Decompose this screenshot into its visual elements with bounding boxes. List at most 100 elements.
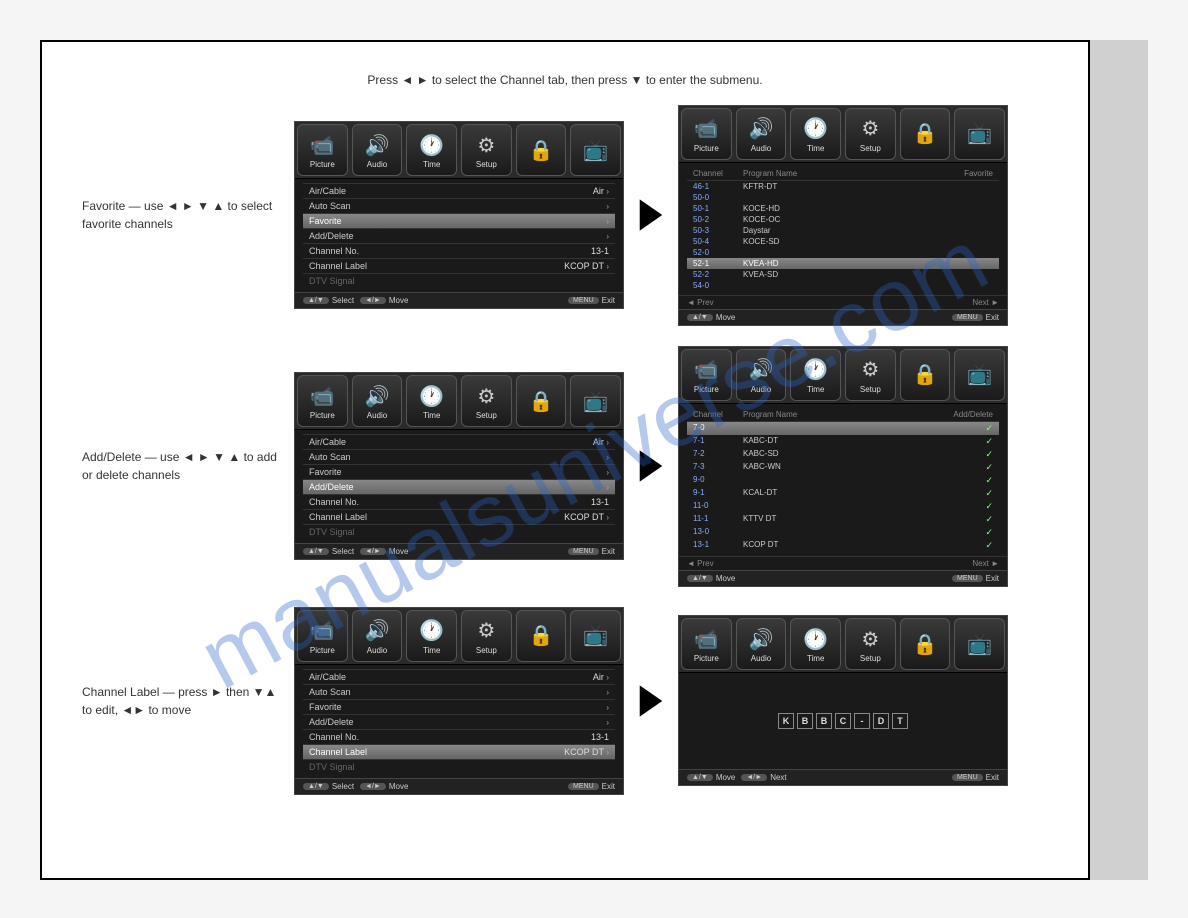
list-item[interactable]: 9-1 KCAL-DT ✓: [687, 487, 999, 500]
footer-btn[interactable]: Select: [332, 782, 354, 791]
footer-btn[interactable]: Exit: [602, 782, 615, 791]
tab-picture[interactable]: 📹 Picture: [681, 349, 732, 401]
list-item[interactable]: 52-2 KVEA-SD: [687, 269, 999, 280]
list-item[interactable]: 11-0 ✓: [687, 500, 999, 513]
list-item[interactable]: 13-1 KCOP DT ✓: [687, 539, 999, 552]
menu-item-autoscan[interactable]: Auto Scan ›: [303, 684, 615, 699]
footer-btn[interactable]: Exit: [986, 574, 999, 583]
label-char-cell[interactable]: C: [835, 713, 851, 729]
tab-icon[interactable]: 🔒: [900, 349, 951, 401]
tab-icon[interactable]: 📺: [954, 349, 1005, 401]
menu-item-dtvsignal[interactable]: DTV Signal: [303, 273, 615, 288]
label-char-cell[interactable]: -: [854, 713, 870, 729]
menu-item-channellabel[interactable]: Channel Label KCOP DT ›: [303, 509, 615, 524]
list-item[interactable]: 11-1 KTTV DT ✓: [687, 513, 999, 526]
menu-item-aircable[interactable]: Air/Cable Air ›: [303, 669, 615, 684]
tab-picture[interactable]: 📹 Picture: [681, 108, 732, 160]
menu-item-adddelete[interactable]: Add/Delete ›: [303, 228, 615, 243]
footer-btn[interactable]: Exit: [986, 773, 999, 782]
menu-item-adddelete[interactable]: Add/Delete ›: [303, 479, 615, 494]
menu-item-dtvsignal[interactable]: DTV Signal: [303, 759, 615, 774]
tab-icon[interactable]: 🔒: [516, 375, 567, 427]
list-item[interactable]: 9-0 ✓: [687, 474, 999, 487]
tab-picture[interactable]: 📹 Picture: [297, 375, 348, 427]
next-button[interactable]: Next ►: [972, 298, 999, 307]
menu-item-dtvsignal[interactable]: DTV Signal: [303, 524, 615, 539]
list-item[interactable]: 50-0: [687, 192, 999, 203]
menu-item-favorite[interactable]: Favorite ›: [303, 464, 615, 479]
tab-time[interactable]: 🕐 Time: [406, 375, 457, 427]
tab-audio[interactable]: 🔊 Audio: [352, 610, 403, 662]
list-item[interactable]: 46-1 KFTR-DT: [687, 181, 999, 192]
footer-btn[interactable]: Move: [389, 782, 409, 791]
tab-audio[interactable]: 🔊 Audio: [736, 108, 787, 160]
prev-button[interactable]: ◄ Prev: [687, 559, 714, 568]
menu-item-channellabel[interactable]: Channel Label KCOP DT ›: [303, 744, 615, 759]
menu-item-aircable[interactable]: Air/Cable Air ›: [303, 183, 615, 198]
tab-setup[interactable]: ⚙ Setup: [461, 124, 512, 176]
tab-setup[interactable]: ⚙ Setup: [845, 618, 896, 670]
label-char-cell[interactable]: K: [778, 713, 794, 729]
tab-icon[interactable]: 🔒: [516, 124, 567, 176]
list-item[interactable]: 52-0: [687, 247, 999, 258]
tab-setup[interactable]: ⚙ Setup: [845, 108, 896, 160]
footer-btn[interactable]: Move: [716, 773, 736, 782]
tab-icon[interactable]: 🔒: [516, 610, 567, 662]
tab-time[interactable]: 🕐 Time: [406, 610, 457, 662]
list-item[interactable]: 7-2 KABC-SD ✓: [687, 448, 999, 461]
next-button[interactable]: Next ►: [972, 559, 999, 568]
tab-picture[interactable]: 📹 Picture: [297, 610, 348, 662]
tab-time[interactable]: 🕐 Time: [790, 618, 841, 670]
tab-audio[interactable]: 🔊 Audio: [352, 124, 403, 176]
list-item[interactable]: 50-1 KOCE-HD: [687, 203, 999, 214]
menu-item-autoscan[interactable]: Auto Scan ›: [303, 198, 615, 213]
footer-btn[interactable]: Move: [716, 313, 736, 322]
menu-item-channellabel[interactable]: Channel Label KCOP DT ›: [303, 258, 615, 273]
footer-btn[interactable]: Exit: [602, 547, 615, 556]
tab-audio[interactable]: 🔊 Audio: [352, 375, 403, 427]
footer-btn[interactable]: Move: [389, 296, 409, 305]
footer-btn[interactable]: Move: [389, 547, 409, 556]
tab-icon[interactable]: 📺: [954, 108, 1005, 160]
menu-item-channelno[interactable]: Channel No. 13-1: [303, 494, 615, 509]
footer-btn[interactable]: Exit: [986, 313, 999, 322]
label-char-cell[interactable]: B: [797, 713, 813, 729]
tab-setup[interactable]: ⚙ Setup: [461, 610, 512, 662]
tab-time[interactable]: 🕐 Time: [406, 124, 457, 176]
list-item[interactable]: 52-1 KVEA-HD: [687, 258, 999, 269]
tab-audio[interactable]: 🔊 Audio: [736, 618, 787, 670]
tab-picture[interactable]: 📹 Picture: [297, 124, 348, 176]
list-item[interactable]: 50-4 KOCE-SD: [687, 236, 999, 247]
prev-button[interactable]: ◄ Prev: [687, 298, 714, 307]
footer-btn[interactable]: Select: [332, 547, 354, 556]
footer-btn[interactable]: Next: [770, 773, 786, 782]
list-item[interactable]: 7-3 KABC-WN ✓: [687, 461, 999, 474]
label-char-cell[interactable]: B: [816, 713, 832, 729]
tab-icon[interactable]: 📺: [570, 124, 621, 176]
tab-icon[interactable]: 🔒: [900, 108, 951, 160]
list-item[interactable]: 7-0 ✓: [687, 422, 999, 435]
footer-btn[interactable]: Move: [716, 574, 736, 583]
tab-icon[interactable]: 📺: [570, 375, 621, 427]
menu-item-autoscan[interactable]: Auto Scan ›: [303, 449, 615, 464]
footer-btn[interactable]: Exit: [602, 296, 615, 305]
menu-item-aircable[interactable]: Air/Cable Air ›: [303, 434, 615, 449]
tab-icon[interactable]: 📺: [570, 610, 621, 662]
tab-setup[interactable]: ⚙ Setup: [845, 349, 896, 401]
list-item[interactable]: 7-1 KABC-DT ✓: [687, 435, 999, 448]
tab-time[interactable]: 🕐 Time: [790, 349, 841, 401]
list-item[interactable]: 13-0 ✓: [687, 526, 999, 539]
footer-btn[interactable]: Select: [332, 296, 354, 305]
list-item[interactable]: 54-0: [687, 280, 999, 291]
menu-item-favorite[interactable]: Favorite ›: [303, 699, 615, 714]
menu-item-channelno[interactable]: Channel No. 13-1: [303, 729, 615, 744]
tab-icon[interactable]: 📺: [954, 618, 1005, 670]
menu-item-adddelete[interactable]: Add/Delete ›: [303, 714, 615, 729]
tab-time[interactable]: 🕐 Time: [790, 108, 841, 160]
tab-icon[interactable]: 🔒: [900, 618, 951, 670]
list-item[interactable]: 50-3 Daystar: [687, 225, 999, 236]
menu-item-channelno[interactable]: Channel No. 13-1: [303, 243, 615, 258]
tab-audio[interactable]: 🔊 Audio: [736, 349, 787, 401]
list-item[interactable]: 50-2 KOCE-OC: [687, 214, 999, 225]
menu-item-favorite[interactable]: Favorite ›: [303, 213, 615, 228]
